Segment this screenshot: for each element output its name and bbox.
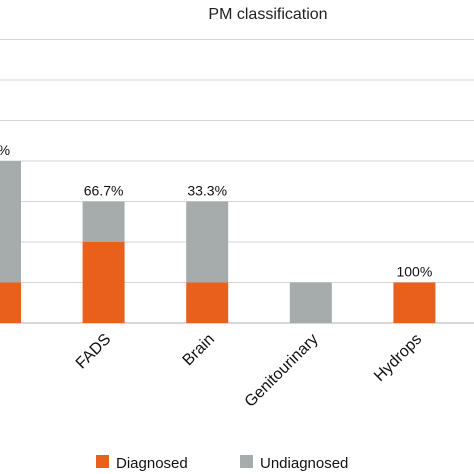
bar-undiagnosed-fads [82,201,125,242]
x-tick-label: Genitourinary [242,331,322,411]
legend-label-diagnosed: Diagnosed [116,455,188,472]
x-tick-label: Brain [180,331,218,369]
percent-label: 33.3% [187,183,227,199]
legend-swatch-diagnosed [96,455,109,468]
x-tick-labels: FADSBrainGenitourinaryHydropsSI [73,331,425,411]
bar-diagnosed-hydrops [393,282,436,323]
percent-label: 66.7% [84,183,124,199]
bar-undiagnosed-first [0,161,21,283]
legend: Diagnosed Undiagnosed [96,455,348,472]
gridlines [0,39,474,324]
percent-labels: 5% 66.7% 33.3% 100% [0,142,432,280]
legend-label-undiagnosed: Undiagnosed [260,455,348,472]
percent-label: 100% [396,264,432,280]
bar-diagnosed-first [0,282,21,323]
chart-title: PM classification [208,6,327,23]
bar-diagnosed-fads [82,242,125,323]
bars [0,161,436,323]
bar-undiagnosed-brain [186,201,229,283]
legend-swatch-undiagnosed [240,455,253,468]
bar-undiagnosed-genitourinary [289,282,332,323]
percent-label: 5% [0,142,10,158]
bar-diagnosed-brain [186,282,229,323]
x-tick-label: Hydrops [371,331,425,385]
x-tick-label: FADS [73,331,115,373]
